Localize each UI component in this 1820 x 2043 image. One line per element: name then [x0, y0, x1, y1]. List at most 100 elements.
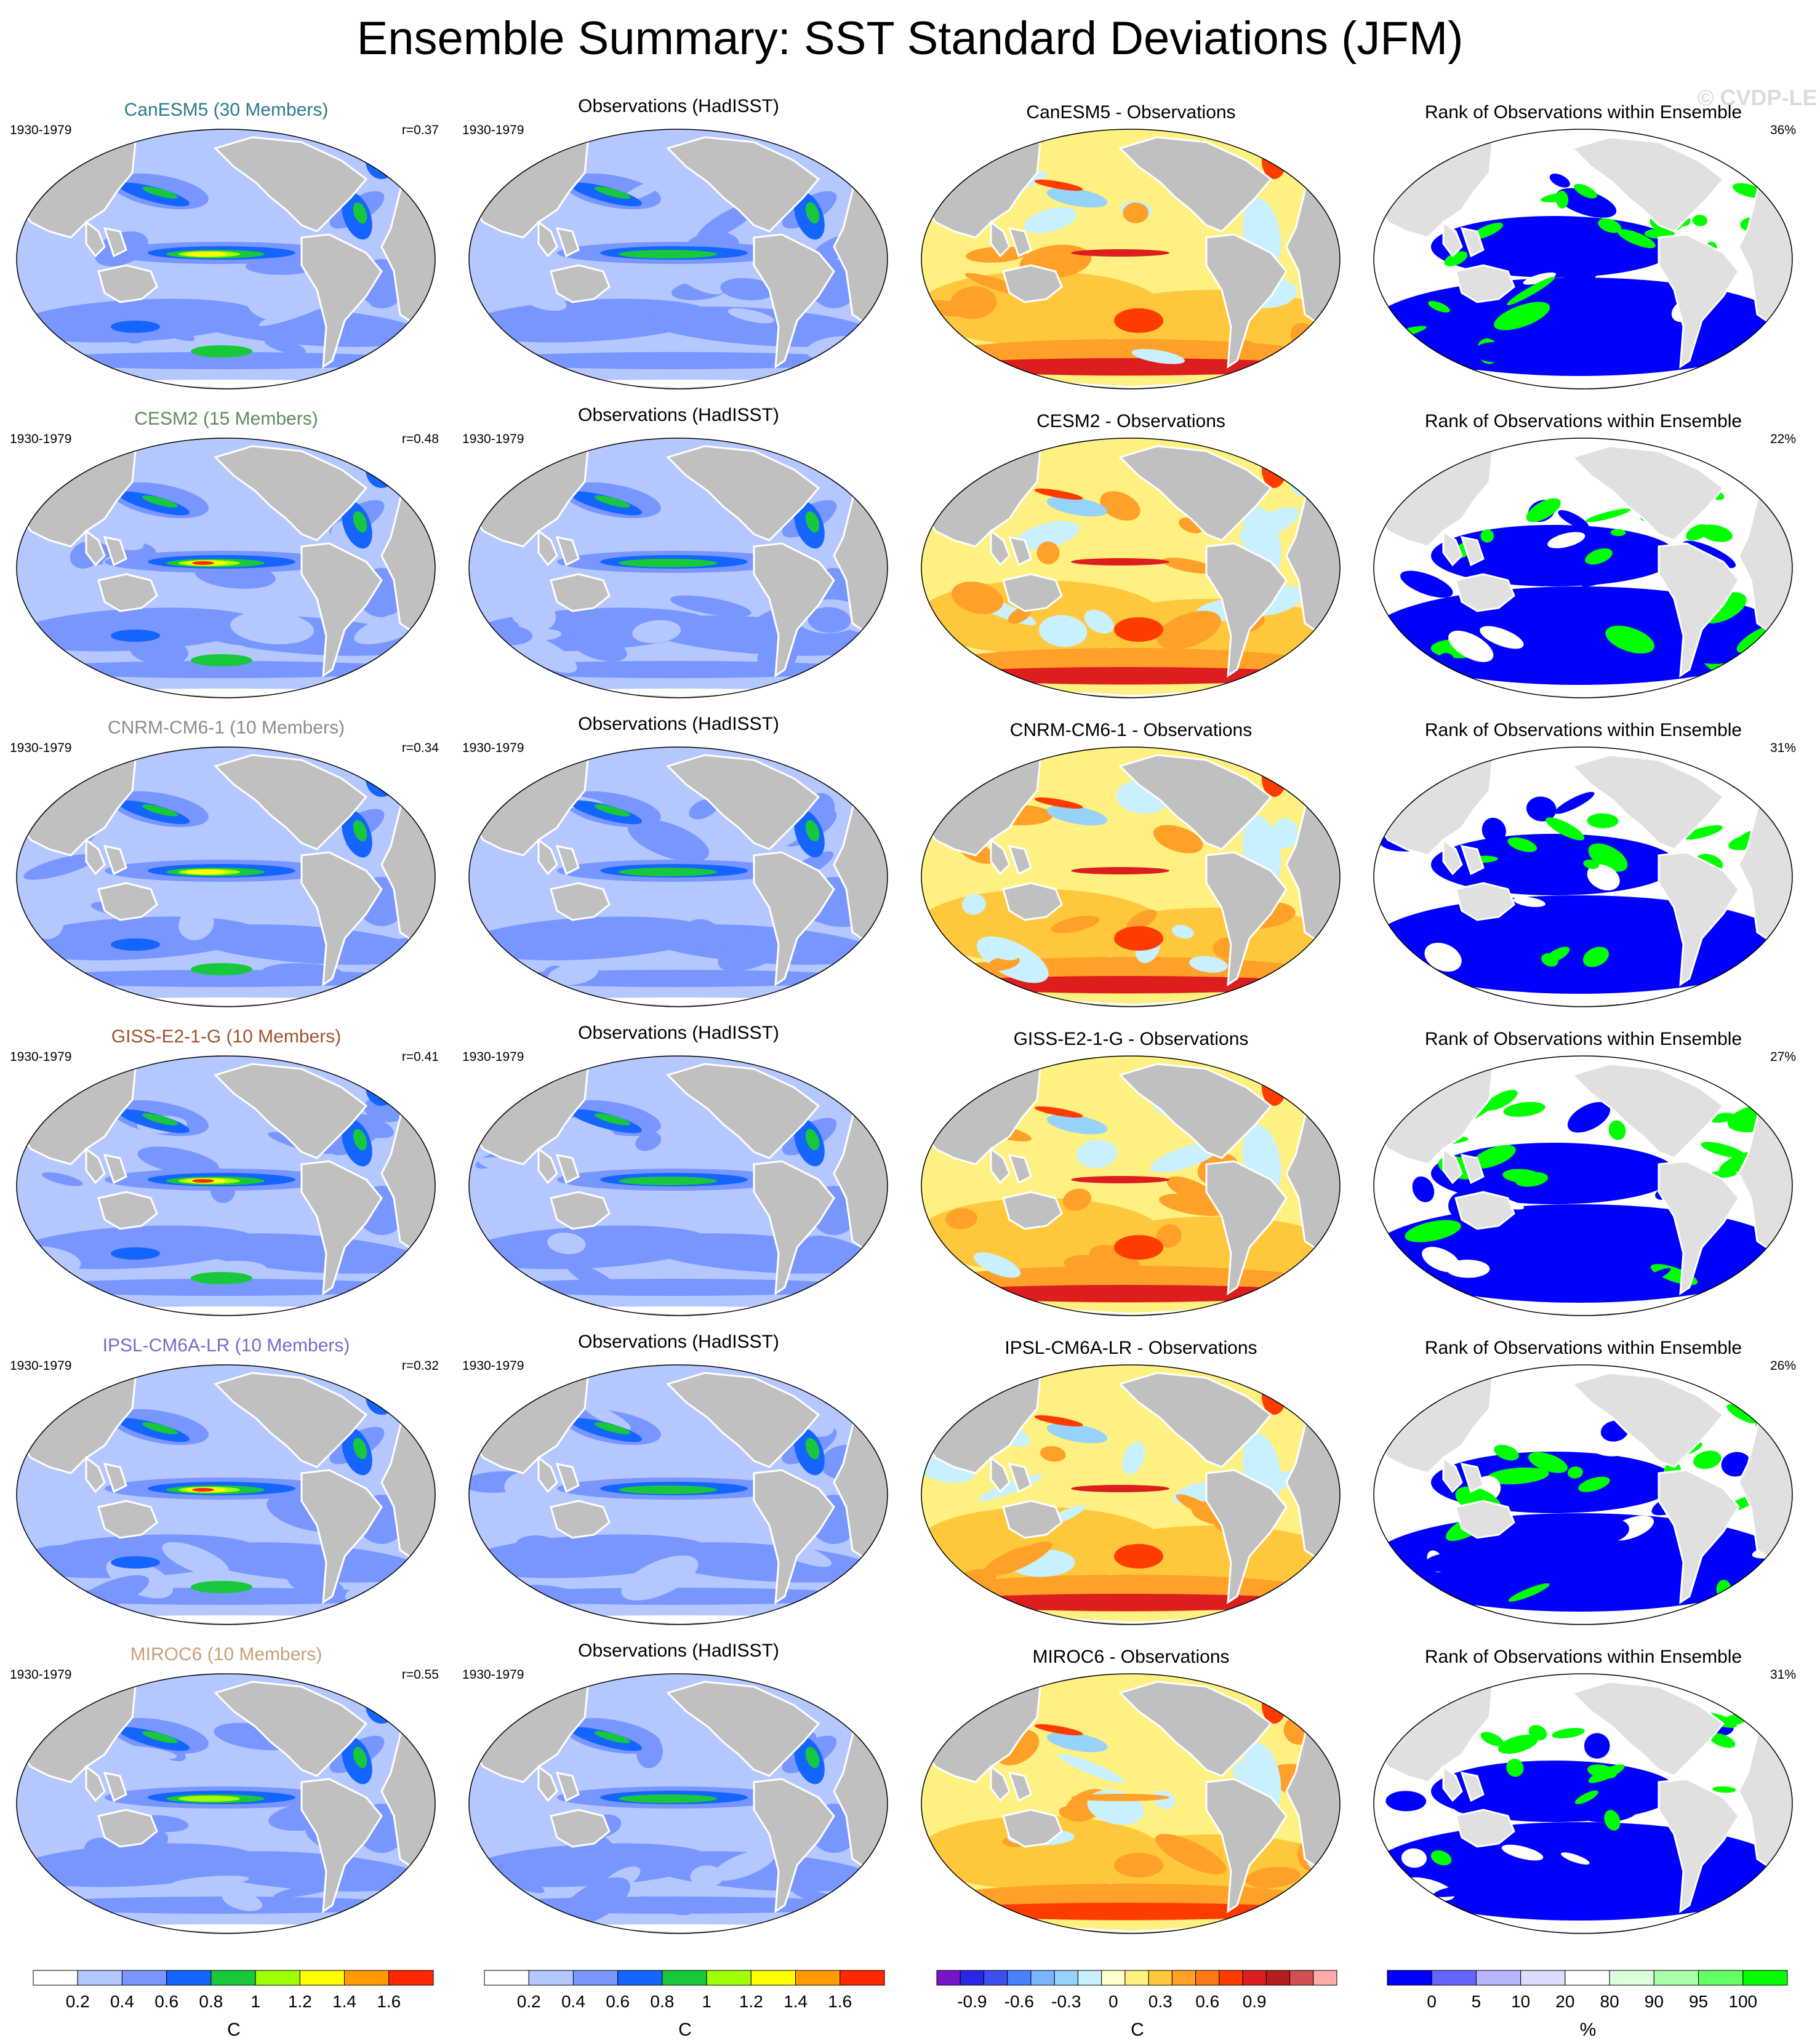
- difference-map: [921, 438, 1341, 698]
- colorbar-swatch: [484, 1970, 529, 1986]
- panel-title: Rank of Observations within Ensemble: [1424, 102, 1742, 122]
- colorbar-swatch: [1077, 1970, 1102, 1986]
- colorbar-swatch: [572, 1970, 619, 1986]
- period-label: 1930-1979: [10, 123, 72, 137]
- colorbar-swatch: [1148, 1970, 1173, 1986]
- colorbar-swatch: [1565, 1970, 1610, 1986]
- map-panel-5-rank: Rank of Observations within Ensemble 26%: [1357, 1325, 1810, 1634]
- colorbar-swatch: [1698, 1970, 1744, 1986]
- panel-title: Observations (HadISST): [578, 405, 779, 425]
- correlation-label: r=0.55: [401, 1668, 439, 1682]
- difference-map: [921, 1055, 1341, 1316]
- colorbar-tick-label: 1.4: [332, 1992, 356, 2011]
- panel-title: Observations (HadISST): [578, 714, 779, 734]
- colorbar-tick-label: 0.8: [199, 1992, 223, 2011]
- rank-percent-label: 36%: [1770, 123, 1796, 137]
- colorbar-swatch: [1475, 1970, 1521, 1986]
- model-std-map: [16, 1364, 436, 1625]
- observation-std-map: [468, 129, 888, 390]
- colorbar-swatch: [1609, 1970, 1654, 1986]
- period-label: 1930-1979: [462, 1050, 524, 1064]
- rank-percent-label: 31%: [1770, 741, 1796, 755]
- rank-map: [1373, 1055, 1793, 1316]
- panel-title: IPSL-CM6A-LR (10 Members): [102, 1335, 350, 1356]
- map-panel-5-std: IPSL-CM6A-LR (10 Members) 1930-1979 r=0.32: [0, 1325, 452, 1634]
- difference-map: [921, 1673, 1341, 1934]
- colorbar-tick-label: 10: [1511, 1992, 1530, 2011]
- panel-title: CanESM5 (30 Members): [124, 100, 329, 120]
- colorbar-swatch: [983, 1970, 1008, 1986]
- map-panel-3-rank: Rank of Observations within Ensemble 31%: [1357, 707, 1810, 1016]
- colorbar-tick-label: 0.4: [110, 1992, 134, 2011]
- rank-map: [1373, 1673, 1793, 1934]
- colorbar-tick-label: 0.8: [650, 1992, 674, 2011]
- panel-title: Observations (HadISST): [578, 1023, 779, 1043]
- colorbar-tick-label: 20: [1555, 1992, 1574, 2011]
- difference-map: [921, 129, 1341, 390]
- map-panel-4-diff: GISS-E2-1-G - Observations: [905, 1016, 1357, 1325]
- map-panel-1-diff: CanESM5 - Observations: [905, 89, 1357, 398]
- observation-std-map: [468, 438, 888, 698]
- colorbar-tick-label: 1.6: [377, 1992, 401, 2011]
- colorbar-swatch: [706, 1970, 752, 1986]
- observation-std-map: [468, 746, 888, 1007]
- correlation-label: r=0.41: [401, 1050, 439, 1064]
- panel-title: IPSL-CM6A-LR - Observations: [1004, 1338, 1257, 1358]
- colorbar-swatch: [750, 1970, 796, 1986]
- panel-title: Rank of Observations within Ensemble: [1424, 720, 1742, 740]
- colorbar-swatch: [166, 1970, 212, 1986]
- colorbar-swatch: [1387, 1970, 1432, 1986]
- rank-percent-label: 22%: [1770, 432, 1796, 446]
- map-panel-5-obs: Observations (HadISST) 1930-1979: [452, 1325, 905, 1634]
- map-panel-4-rank: Rank of Observations within Ensemble 27%: [1357, 1016, 1810, 1325]
- map-panel-5-diff: IPSL-CM6A-LR - Observations: [905, 1325, 1357, 1634]
- colorbar-tick-label: 0.2: [66, 1992, 90, 2011]
- period-label: 1930-1979: [462, 432, 524, 446]
- map-panel-6-std: MIROC6 (10 Members) 1930-1979 r=0.55: [0, 1634, 452, 1943]
- colorbar-swatch: [210, 1970, 256, 1986]
- observation-std-map: [468, 1673, 888, 1934]
- colorbar-swatch: [1520, 1970, 1566, 1986]
- map-panel-2-std: CESM2 (15 Members) 1930-1979 r=0.48: [0, 398, 452, 707]
- colorbar-1: 0.2 0.4 0.6 0.8 1 1.2 1.4 1.6 C: [32, 1969, 463, 2043]
- observation-std-map: [468, 1055, 888, 1316]
- colorbar-unit: C: [1131, 2020, 1144, 2040]
- rank-map: [1373, 1364, 1793, 1625]
- colorbar-tick-label: 0.9: [1243, 1992, 1267, 2011]
- panel-title: Observations (HadISST): [578, 1641, 779, 1661]
- panel-title: GISS-E2-1-G (10 Members): [111, 1026, 342, 1047]
- colorbar-unit: %: [1579, 2020, 1597, 2040]
- colorbar-tick-label: 100: [1728, 1992, 1757, 2011]
- model-std-map: [16, 129, 436, 390]
- period-label: 1930-1979: [10, 1668, 72, 1682]
- colorbar-swatch: [299, 1970, 345, 1986]
- colorbar-swatch: [795, 1970, 841, 1986]
- panel-title: CESM2 (15 Members): [134, 409, 318, 429]
- colorbar-swatch: [1289, 1970, 1314, 1986]
- colorbar-swatch: [121, 1970, 167, 1986]
- model-std-map: [16, 438, 436, 698]
- colorbar-tick-label: 0.2: [517, 1992, 541, 2011]
- colorbar-swatch: [617, 1970, 663, 1986]
- panel-title: Observations (HadISST): [578, 96, 779, 116]
- panel-title: Rank of Observations within Ensemble: [1424, 411, 1742, 431]
- rank-map: [1373, 438, 1793, 698]
- colorbar-swatch: [1195, 1970, 1220, 1986]
- colorbar-swatch: [255, 1970, 300, 1986]
- colorbar-tick-label: 0.6: [154, 1992, 178, 2011]
- colorbar-swatches: -0.9 -0.6 -0.3 0 0.3 0.6 0.9: [936, 1970, 1337, 2011]
- colorbar-swatch: [1007, 1970, 1032, 1986]
- panel-title: GISS-E2-1-G - Observations: [1013, 1029, 1249, 1049]
- rank-percent-label: 26%: [1770, 1359, 1796, 1373]
- colorbar-tick-label: 1.2: [288, 1992, 312, 2011]
- panel-title: Rank of Observations within Ensemble: [1424, 1029, 1742, 1049]
- colorbar-swatch: [1171, 1970, 1197, 1986]
- map-panel-2-obs: Observations (HadISST) 1930-1979: [452, 398, 905, 707]
- colorbar-tick-label: 0.6: [1195, 1992, 1219, 2011]
- period-label: 1930-1979: [10, 432, 72, 446]
- map-panel-4-std: GISS-E2-1-G (10 Members) 1930-1979 r=0.41: [0, 1016, 452, 1325]
- colorbar-swatch: [1431, 1970, 1477, 1986]
- map-panel-1-obs: Observations (HadISST) 1930-1979: [452, 89, 905, 398]
- colorbar-tick-label: 0: [1427, 1992, 1437, 2011]
- map-panel-1-rank: Rank of Observations within Ensemble 36%: [1357, 89, 1810, 398]
